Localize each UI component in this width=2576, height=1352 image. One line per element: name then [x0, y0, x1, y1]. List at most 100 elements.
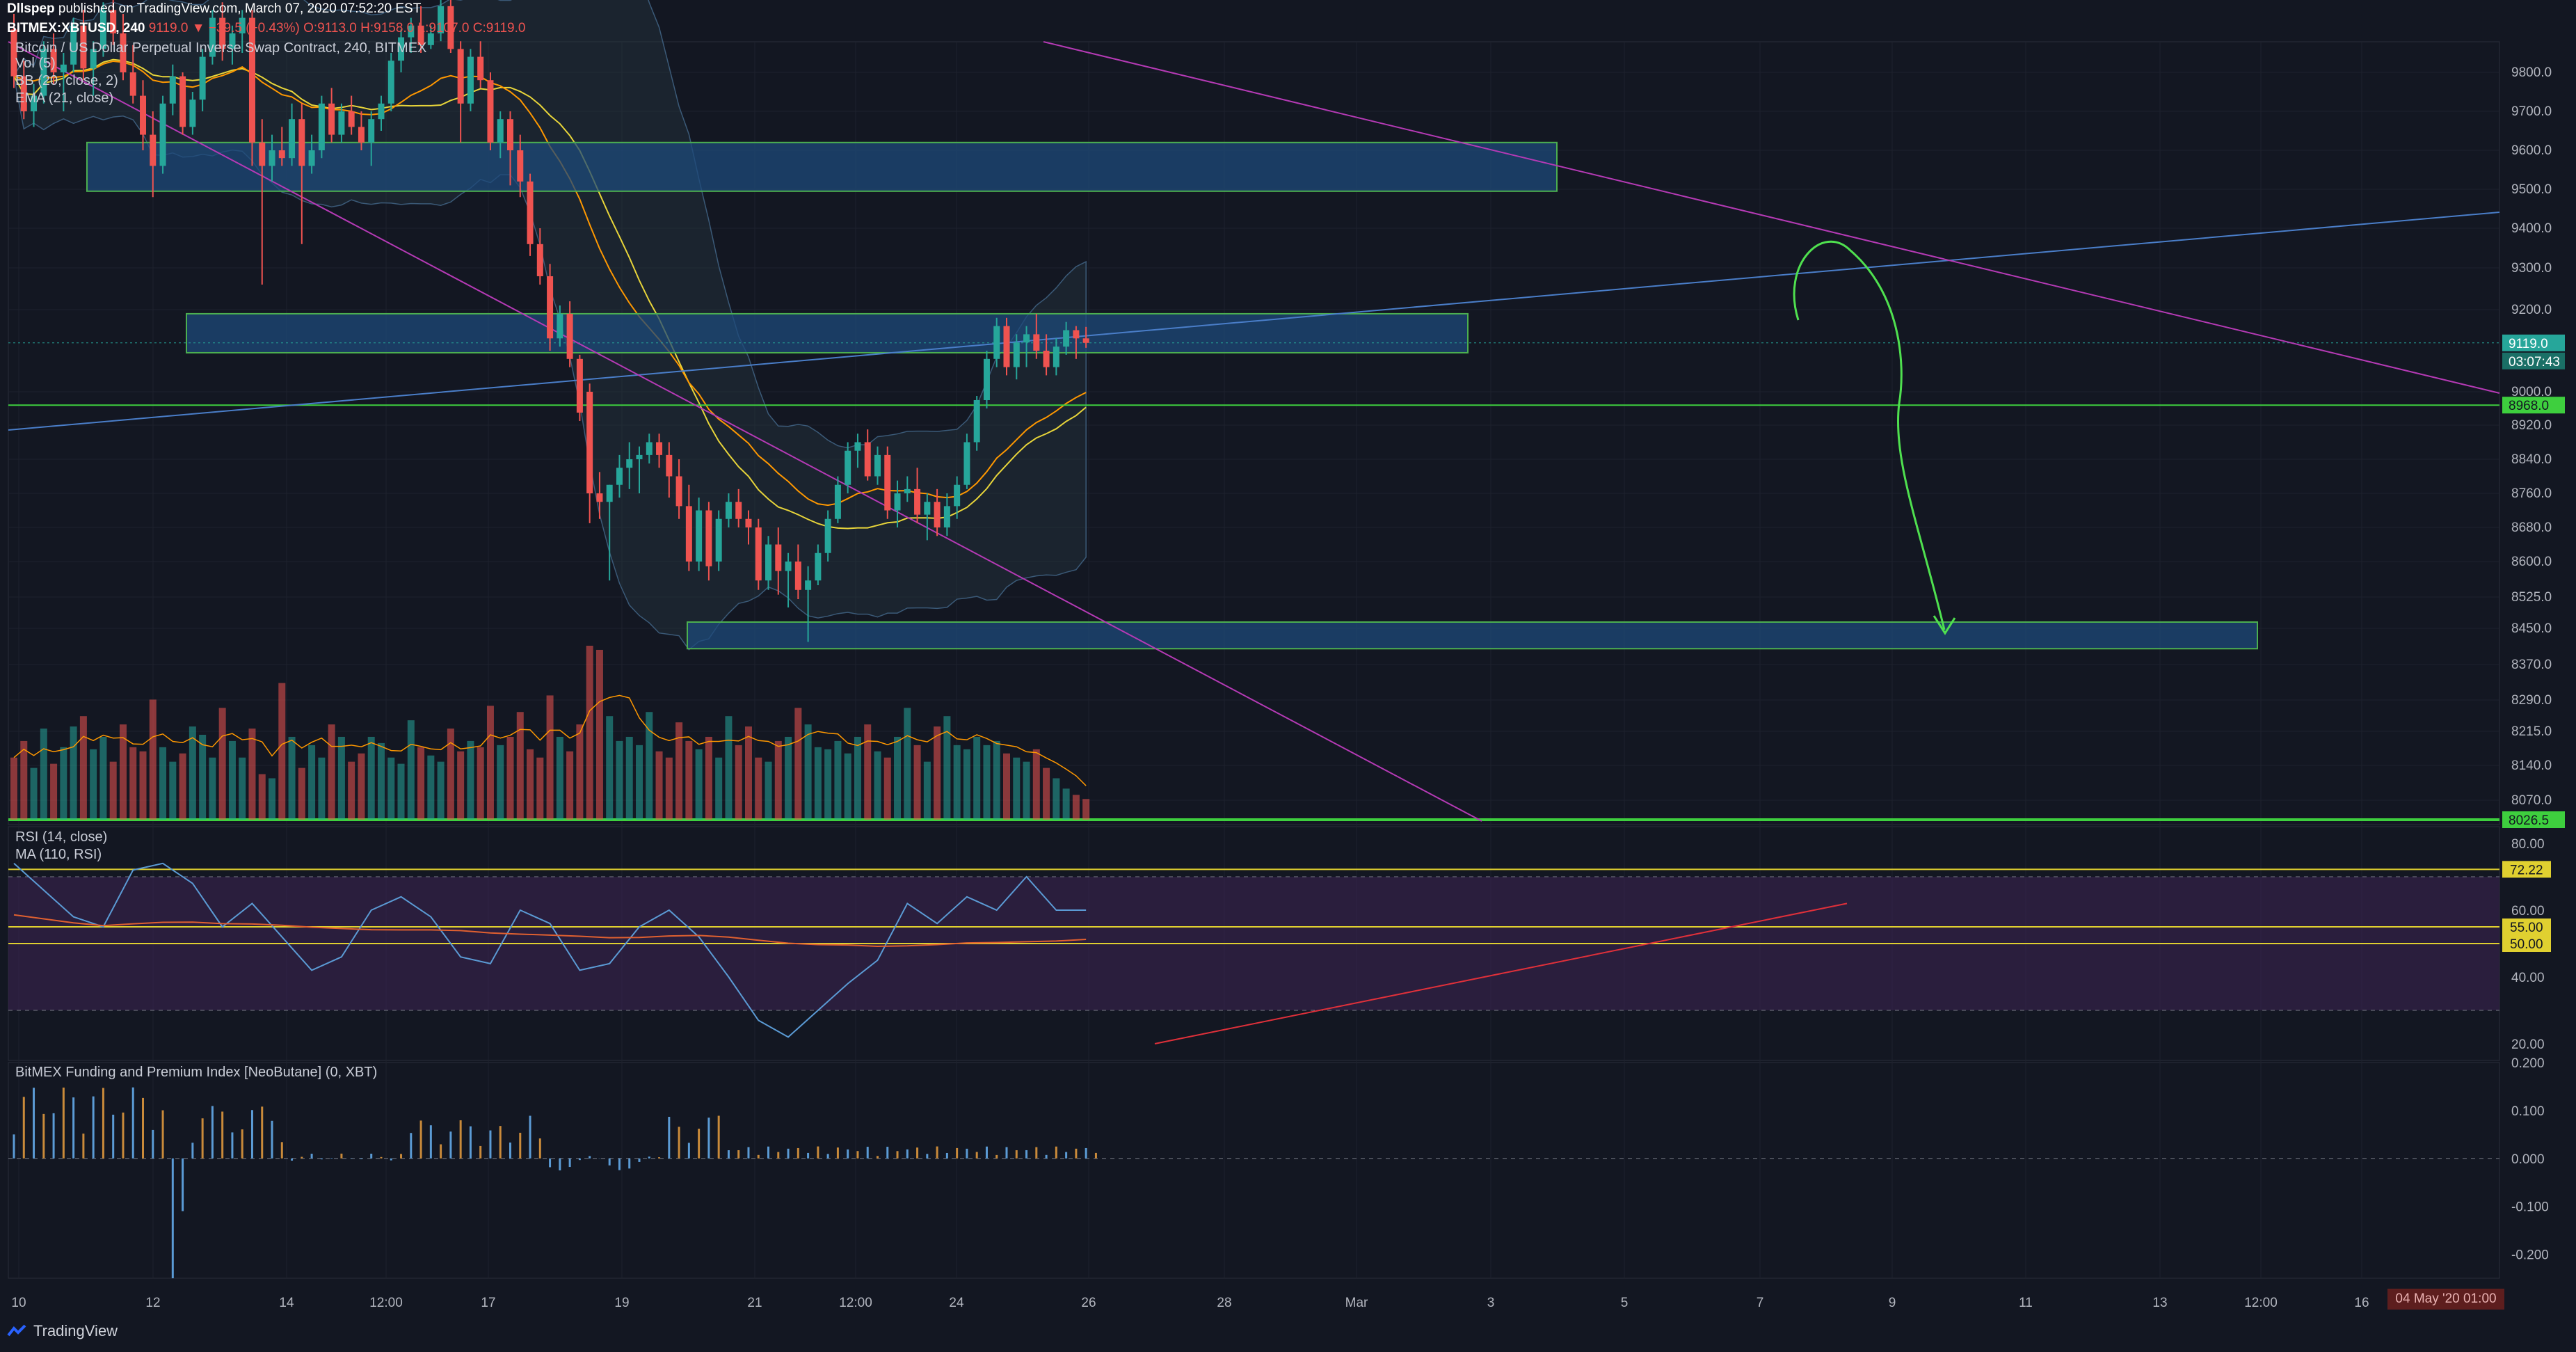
volume-bar: [70, 726, 77, 820]
volume-bar: [973, 736, 981, 820]
candle-body: [963, 442, 970, 485]
time-axis-label: 14: [279, 1296, 294, 1310]
rsi-level-label: 72.22: [2510, 863, 2543, 877]
indicator-ema[interactable]: EMA (21, close): [15, 90, 114, 106]
countdown-tag: 03:07:43: [2509, 355, 2560, 369]
volume-bar: [169, 761, 177, 820]
candle-body: [209, 17, 216, 57]
rsi-trendline: [1154, 902, 1848, 1044]
candle-body: [566, 313, 573, 359]
volume-bar: [834, 740, 842, 820]
candle-body: [815, 552, 822, 581]
volume-bar: [705, 736, 712, 820]
indicator-bb[interactable]: BB (20, close, 2): [15, 73, 118, 88]
volume-bar: [189, 726, 196, 820]
candle-body: [606, 484, 613, 502]
volume-bar: [1023, 761, 1030, 820]
volume-bar: [387, 757, 395, 820]
volume-bar: [199, 734, 207, 820]
funding-pane-border: [8, 1062, 2500, 1279]
candle-body: [735, 502, 742, 519]
level-tag-bg: [2502, 397, 2565, 414]
volume-bar: [655, 751, 663, 820]
time-axis-label: 24: [949, 1296, 964, 1310]
candle-body: [1003, 326, 1010, 367]
time-axis-label: Mar: [1345, 1296, 1368, 1310]
volume-bar: [129, 747, 137, 820]
volume-bar: [536, 757, 544, 820]
volume-bar: [595, 649, 603, 820]
volume-bar: [695, 749, 703, 820]
candle-body: [586, 392, 593, 493]
volume-bar: [308, 745, 316, 820]
volume-bar: [457, 751, 465, 820]
candle-body: [447, 6, 454, 49]
indicator-funding[interactable]: BitMEX Funding and Premium Index [NeoBut…: [15, 1065, 378, 1080]
candle-body: [120, 33, 127, 72]
volume-bar: [397, 763, 405, 820]
volume-bar: [715, 757, 723, 820]
candle-body: [229, 33, 236, 49]
price-axis-label: 9600.0: [2511, 143, 2552, 158]
candle-body: [715, 518, 722, 562]
volume-bar: [606, 716, 614, 820]
price-axis-label: 8370.0: [2511, 658, 2552, 672]
candle-body: [993, 326, 1000, 359]
candle-body: [745, 518, 752, 527]
candle-body: [477, 56, 484, 81]
volume-bar: [228, 740, 236, 820]
volume-bar: [735, 745, 742, 820]
candle-body: [755, 527, 762, 581]
forecast-arrow-path: [1793, 241, 1946, 630]
indicator-vol[interactable]: Vol (5): [15, 56, 56, 71]
funding-axis-label: 0.000: [2511, 1152, 2545, 1167]
candle-body: [794, 562, 801, 590]
candle-body: [179, 76, 186, 127]
candle-body: [775, 544, 782, 571]
candle-body: [289, 119, 296, 159]
candle-body: [219, 17, 226, 49]
price-axis-label: 8140.0: [2511, 758, 2552, 773]
indicator-rsi-ma[interactable]: MA (110, RSI): [15, 847, 102, 862]
tradingview-logo[interactable]: TradingView: [7, 1322, 118, 1340]
candle-body: [50, 49, 57, 72]
volume-bar: [209, 757, 216, 820]
indicator-rsi[interactable]: RSI (14, close): [15, 829, 108, 845]
volume-bar: [179, 753, 186, 820]
published-text: published on TradingView.com, March 07, …: [58, 1, 422, 16]
time-axis-label: 17: [481, 1296, 495, 1310]
time-axis-label: 12:00: [369, 1296, 403, 1310]
volume-bar: [348, 761, 355, 820]
volume-bar: [407, 720, 415, 820]
volume-bar: [40, 729, 47, 820]
last-price-tag: 9119.0: [2509, 337, 2548, 351]
volume-bar: [904, 708, 911, 820]
candle-body: [507, 119, 513, 150]
candle-body: [269, 150, 275, 166]
volume-bar: [437, 761, 445, 820]
rsi-axis-label: 20.00: [2511, 1037, 2545, 1052]
rsi-line: [13, 862, 1087, 1038]
price-axis-label: 8525.0: [2511, 590, 2552, 605]
price-axis-label: 8680.0: [2511, 520, 2552, 535]
last-price-tag-bg: [2502, 334, 2565, 351]
symbol-name[interactable]: BITMEX:XBTUSD, 240: [7, 21, 145, 35]
volume-bar: [725, 716, 733, 820]
volume-bar: [814, 747, 822, 820]
candle-body: [1053, 347, 1059, 367]
candle-body: [547, 276, 554, 339]
time-axis-label: 12: [145, 1296, 160, 1310]
volume-bar: [218, 708, 226, 820]
candle-body: [904, 488, 911, 493]
candle-body: [318, 103, 325, 150]
volume-bar: [506, 736, 514, 820]
candle-body: [169, 76, 176, 104]
candle-body: [834, 484, 841, 519]
volume-bar: [546, 695, 554, 820]
candle-body: [70, 25, 77, 65]
volume-bar: [586, 646, 593, 820]
volume-bar: [675, 722, 683, 820]
candle-body: [636, 454, 643, 459]
time-axis-label: 7: [1757, 1296, 1764, 1310]
